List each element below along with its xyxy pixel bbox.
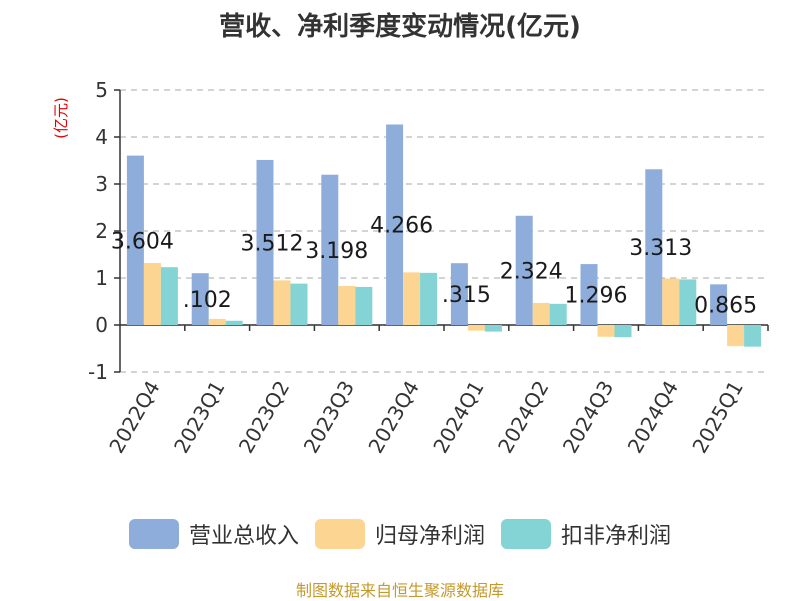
legend-swatch [501,519,551,549]
legend-swatch [314,519,365,549]
x-tick-label: 2024Q1 [428,377,488,458]
y-tick-label: 0 [95,313,108,337]
data-label: 1.296 [565,284,628,309]
bar [273,280,291,325]
bar [744,325,762,347]
chart-title: 营收、净利季度变动情况(亿元) [219,12,581,42]
data-label: 4.266 [370,214,433,239]
legend-item: 营业总收入 [128,518,299,550]
y-axis-label: (亿元) [52,97,70,139]
bar [727,325,745,347]
legend-swatch [128,519,179,549]
data-label: 3.313 [629,236,692,261]
legend-label: 归母净利润 [374,524,485,549]
x-tick-label: 2023Q4 [363,377,423,458]
bar [450,263,468,325]
data-label: .315 [442,283,491,308]
y-tick-label: 3 [95,172,108,196]
bar [256,159,274,325]
y-tick-label: 5 [95,78,108,102]
bars [126,124,762,347]
bar [403,272,421,325]
bar [290,283,308,325]
y-tick-label: 2 [95,219,108,243]
bar [549,303,567,325]
bar [386,124,404,325]
legend-item: 归母净利润 [314,518,485,550]
legend-item: 扣非净利润 [501,518,671,550]
bar [515,215,533,325]
bar [679,279,697,325]
x-tick-label: 2025Q1 [687,377,747,458]
bar [208,318,226,325]
data-label: 2.324 [500,259,563,284]
bar [225,320,243,325]
bar [614,325,632,338]
bar [143,262,161,325]
bar [420,272,438,325]
bar [467,325,485,331]
y-tick-label: -1 [88,360,108,384]
bar [484,325,502,332]
bar [160,267,178,325]
bar [710,284,728,325]
x-tick-label: 2023Q1 [169,377,229,458]
bar [645,169,663,325]
x-tick-label: 2024Q2 [493,377,553,458]
x-tick-label: 2022Q4 [104,377,164,458]
bar [597,325,615,337]
source-note: 制图数据来自恒生聚源数据库 [295,581,504,600]
legend: 营业总收入 归母净利润 扣非净利润 [0,518,800,550]
bar [126,155,144,325]
data-label: 3.198 [305,239,368,264]
bar [532,302,550,325]
legend-label: 扣非净利润 [561,524,672,549]
y-tick-label: 4 [95,125,108,149]
x-tick-label: 2024Q3 [558,377,618,458]
bar [355,286,373,325]
bar [191,273,209,325]
x-tick-label: 2023Q3 [299,377,359,458]
y-tick-label: 1 [95,266,108,290]
data-label: .102 [183,288,232,313]
bar [662,278,680,325]
bar [321,174,339,325]
bar [338,285,356,325]
x-tick-label: 2024Q4 [623,377,683,458]
data-label: 0.865 [694,294,757,319]
data-label: 3.512 [241,231,304,256]
x-tick-label: 2023Q2 [234,377,294,458]
bar [580,264,598,325]
data-label: 3.604 [111,229,174,254]
legend-label: 营业总收入 [188,524,299,549]
